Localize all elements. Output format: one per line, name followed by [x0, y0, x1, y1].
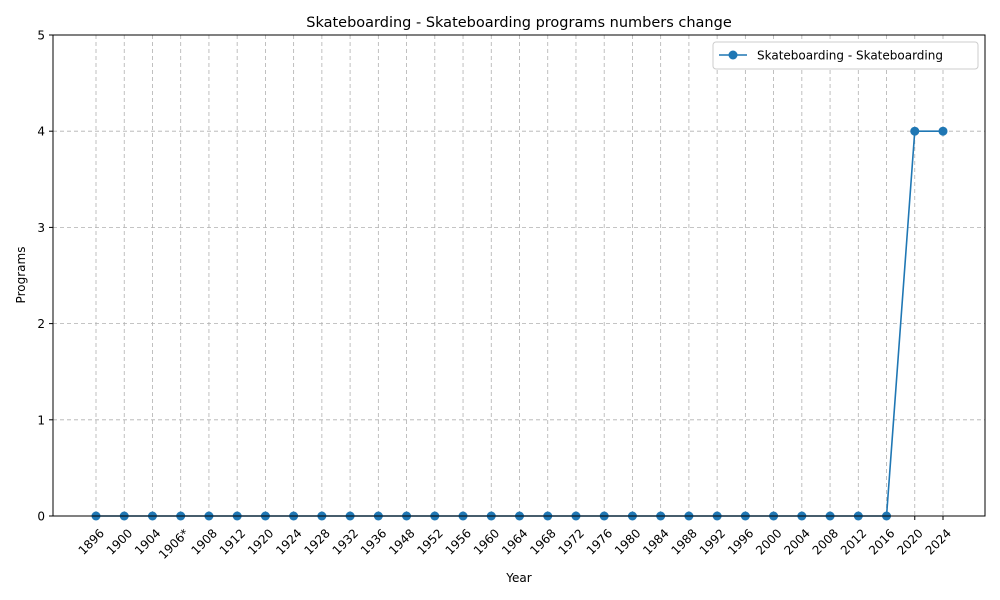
x-tick-label: 1964 — [499, 526, 530, 557]
x-tick-label: 2020 — [894, 526, 925, 557]
x-tick-label: 1900 — [104, 526, 135, 557]
y-axis-label: Programs — [14, 247, 28, 304]
x-axis-label: Year — [505, 571, 531, 585]
x-tick-label: 1948 — [386, 526, 417, 557]
data-point — [910, 126, 920, 136]
x-tick-label: 1984 — [640, 526, 671, 557]
x-tick-label: 1932 — [330, 526, 361, 557]
x-tick-label: 2016 — [866, 526, 897, 557]
x-tick-label: 1920 — [245, 526, 276, 557]
x-tick-label: 1908 — [188, 526, 219, 557]
x-tick-label: 1992 — [697, 526, 728, 557]
x-tick-label: 1960 — [471, 526, 502, 557]
x-tick-label: 2008 — [810, 526, 841, 557]
y-tick-label: 1 — [37, 413, 45, 427]
x-tick-label: 1996 — [725, 526, 756, 557]
chart-title: Skateboarding - Skateboarding programs n… — [306, 15, 732, 31]
x-tick-label: 2012 — [838, 526, 869, 557]
x-tick-label: 1936 — [358, 526, 389, 557]
x-tick-label: 1906* — [156, 526, 192, 562]
plot-frame — [52, 34, 986, 517]
legend: Skateboarding - Skateboarding — [712, 41, 979, 70]
grid — [53, 34, 985, 517]
x-tick-label: 1956 — [443, 526, 474, 557]
x-tick-label: 1924 — [273, 526, 304, 557]
x-axis: 1896190019041906*19081912192019241928193… — [76, 516, 954, 562]
x-tick-label: 1896 — [76, 526, 107, 557]
y-tick-label: 2 — [37, 317, 45, 331]
y-axis: 0 1 2 3 4 5 — [37, 29, 53, 524]
y-tick-label: 5 — [37, 29, 45, 43]
legend-marker — [728, 50, 738, 60]
x-tick-label: 1968 — [527, 526, 558, 557]
x-tick-label: 1988 — [668, 526, 699, 557]
x-tick-label: 1976 — [584, 526, 615, 557]
y-tick-label: 3 — [37, 221, 45, 235]
x-tick-label: 1928 — [301, 526, 332, 557]
legend-label: Skateboarding - Skateboarding — [757, 49, 943, 63]
x-tick-label: 1912 — [217, 526, 248, 557]
legend-box — [712, 41, 979, 70]
x-tick-label: 1952 — [414, 526, 445, 557]
y-tick-label: 4 — [37, 125, 45, 139]
x-tick-label: 2004 — [781, 526, 812, 557]
y-tick-label: 0 — [37, 510, 45, 524]
x-tick-label: 2024 — [923, 526, 954, 557]
data-point — [938, 126, 948, 136]
x-tick-label: 1972 — [556, 526, 587, 557]
x-tick-label: 1980 — [612, 526, 643, 557]
x-tick-label: 2000 — [753, 526, 784, 557]
